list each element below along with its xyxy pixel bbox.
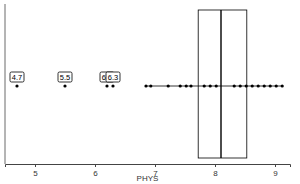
outlier [15,84,18,87]
outlier [63,84,66,87]
data-label: 4.7 [12,73,22,82]
tick-mark [155,164,156,167]
data-label: 5.5 [60,73,70,82]
median [220,10,221,158]
plot-marks [15,10,283,158]
box [198,10,247,158]
tick-mark [215,164,216,167]
tick-label: 5 [33,169,38,178]
point [215,84,218,87]
outlier [111,84,114,87]
point [149,84,152,87]
tick-label: 8 [213,169,218,178]
tick-label: 6 [93,169,98,178]
point [167,84,170,87]
point [251,84,254,87]
axis-title: PHYS [137,174,159,183]
point [185,84,188,87]
point [275,84,278,87]
tick-label: 9 [273,169,278,178]
point [281,84,284,87]
axis-line [6,165,291,168]
point [257,84,260,87]
point [179,84,182,87]
point [209,84,212,87]
point [203,84,206,87]
tick: 6 [93,164,98,178]
tick-mark [35,164,36,167]
point [263,84,266,87]
tick: 9 [273,164,278,178]
tick-mark [275,164,276,167]
label-box [106,72,120,82]
tick-mark [95,164,96,167]
whisker [146,86,282,87]
chart: 56789PHYS4.75.56.26.3 [0,0,300,184]
tick: 8 [213,164,218,178]
point [239,84,242,87]
point [189,84,192,87]
point [269,84,272,87]
outlier-labels: 4.75.56.26.3 [10,72,120,82]
data-label: 6.3 [108,73,118,82]
point [233,84,236,87]
outlier [105,84,108,87]
point [144,84,147,87]
frame-line [5,4,6,164]
point [245,84,248,87]
label-box [10,72,24,82]
label-box [58,72,72,82]
tick: 5 [33,164,38,178]
